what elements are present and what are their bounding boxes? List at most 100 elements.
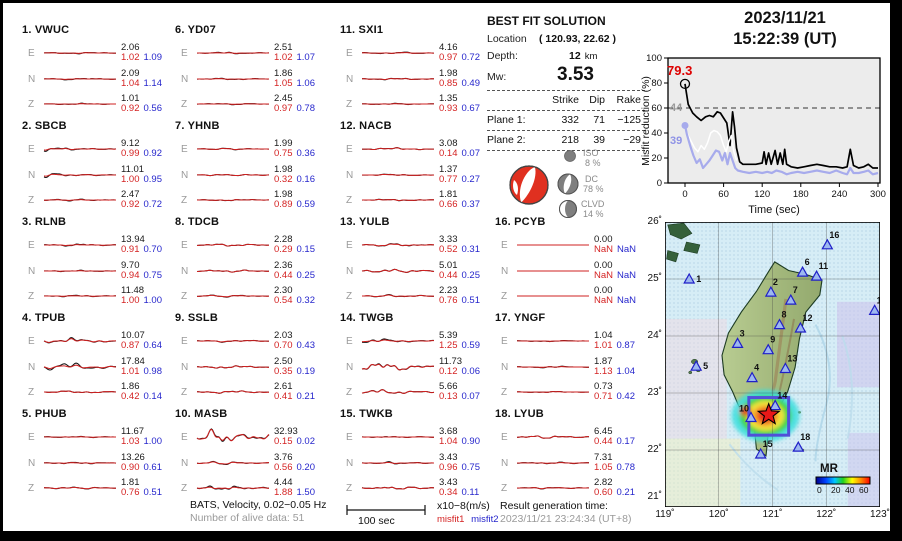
depth-unit: km bbox=[584, 51, 598, 62]
misfit2-value: 0.72 bbox=[143, 199, 163, 210]
misfit2-value: 1.00 bbox=[143, 295, 163, 306]
misfit1-value: 0.60 bbox=[594, 487, 613, 498]
series-best-solution bbox=[684, 83, 878, 169]
station-marker-1 bbox=[683, 272, 696, 284]
misfit2-value: 0.87 bbox=[616, 340, 636, 351]
amplitude-value: 3.43 bbox=[439, 451, 458, 463]
component-label: Z bbox=[28, 98, 35, 110]
depth-label: Depth: bbox=[487, 50, 518, 62]
misfit2-value: 1.09 bbox=[143, 52, 163, 63]
misfit2-value: NaN bbox=[617, 295, 637, 306]
waveform-trace bbox=[362, 173, 435, 176]
panel-title: BEST FIT SOLUTION bbox=[487, 14, 606, 28]
legend-title: MR bbox=[820, 463, 839, 475]
misfit1-value: 0.32 bbox=[274, 174, 293, 185]
station-marker-2 bbox=[764, 285, 777, 297]
misfit2-value: 0.27 bbox=[461, 174, 481, 185]
station-number-12: 12 bbox=[802, 313, 812, 323]
waveform-trace bbox=[361, 486, 435, 490]
map-lon-label: 122˚ bbox=[816, 509, 837, 520]
station-number-6: 6 bbox=[805, 257, 810, 267]
misfit2-value: 1.50 bbox=[296, 487, 316, 498]
waveform-trace bbox=[44, 269, 117, 273]
plane-table-header: Strike Dip Rake bbox=[552, 94, 641, 106]
component-label: E bbox=[346, 431, 353, 443]
amplitude-value: 0.73 bbox=[594, 380, 613, 392]
component-label: Z bbox=[28, 386, 35, 398]
misfit1-value: 0.15 bbox=[274, 436, 293, 447]
component-label: E bbox=[181, 431, 188, 443]
misfit1-value: 1.05 bbox=[274, 78, 293, 89]
misfit1-value: 1.13 bbox=[594, 366, 613, 377]
waveform-trace bbox=[517, 365, 589, 369]
map-lat-label: 22˚ bbox=[647, 444, 662, 455]
misfit2-value: 0.75 bbox=[461, 462, 481, 473]
amplitude-value: 13.94 bbox=[121, 233, 145, 245]
trace-values: 3.08 0.14 0.07 bbox=[439, 137, 480, 160]
svg-text:0: 0 bbox=[657, 178, 662, 189]
misfit2-value: 0.15 bbox=[296, 244, 316, 255]
amplitude-value: 17.84 bbox=[121, 355, 145, 367]
waveform-trace bbox=[361, 198, 434, 202]
component-label: N bbox=[346, 457, 354, 469]
trace-values: 2.28 0.29 0.15 bbox=[274, 234, 316, 256]
waveform-row-NACB-Z: Z 1.81 0.66 0.37 bbox=[346, 187, 480, 213]
misfit1-value: NaN bbox=[594, 244, 614, 255]
svg-text:0: 0 bbox=[817, 485, 822, 495]
amplitude-value: 1.81 bbox=[439, 188, 458, 200]
component-label: E bbox=[28, 431, 35, 443]
misfit1-value: 0.94 bbox=[121, 270, 140, 281]
best-marker bbox=[679, 78, 691, 90]
waveform-row-VWUC-N: N 2.09 1.04 1.14 bbox=[28, 66, 162, 92]
station-title: 15. TWKB bbox=[340, 408, 393, 420]
waveform-row-YULB-Z: Z 2.23 0.76 0.51 bbox=[346, 283, 480, 309]
misfit1-value: 0.56 bbox=[274, 462, 293, 473]
divider bbox=[487, 110, 645, 111]
component-label: N bbox=[181, 457, 189, 469]
amplitude-value: 3.08 bbox=[439, 137, 458, 149]
legend-colorbar bbox=[815, 476, 871, 485]
trace-values: 5.66 0.13 0.07 bbox=[439, 381, 480, 403]
map-lat-label: 24˚ bbox=[647, 330, 662, 341]
station-number-18: 18 bbox=[800, 432, 810, 442]
amplitude-value: 10.07 bbox=[121, 329, 145, 341]
component-label: Z bbox=[181, 290, 188, 302]
series-white-line bbox=[684, 127, 738, 161]
amplitude-value: 1.98 bbox=[274, 163, 293, 175]
misfit2-value: 1.04 bbox=[616, 366, 636, 377]
waveform-trace bbox=[44, 294, 116, 298]
iso-icon bbox=[564, 150, 576, 162]
trace-values: 1.01 0.92 0.56 bbox=[121, 93, 162, 115]
waveform-trace bbox=[517, 295, 589, 297]
waveform-trace bbox=[196, 460, 270, 466]
misfit2-value: 1.00 bbox=[143, 436, 163, 447]
waveform-row-TWKB-N: N 3.43 0.96 0.75 bbox=[346, 450, 480, 476]
waveform-row-TWKB-E: E 3.68 1.04 0.90 bbox=[346, 424, 480, 450]
plane1-row: Plane 1: 332 71 −125 bbox=[487, 114, 641, 126]
misfit2-value: 0.43 bbox=[296, 340, 316, 351]
component-label: Z bbox=[181, 194, 188, 206]
misfit2-value: 0.17 bbox=[616, 436, 636, 447]
amplitude-value: 2.36 bbox=[274, 259, 293, 271]
epicenter-star bbox=[756, 402, 781, 425]
station-number-11: 11 bbox=[819, 261, 829, 271]
component-label: Z bbox=[501, 290, 508, 302]
dc-pct: 78 % bbox=[583, 184, 604, 194]
component-label: N bbox=[501, 265, 509, 277]
station-block-YULB: 13. YULB E 3.33 0.52 0.31 N 5.01 0.44 0 bbox=[340, 216, 492, 310]
station-marker-4 bbox=[746, 371, 759, 383]
station-block-NACB: 12. NACB E 3.08 0.14 0.07 N 1.37 0.77 0 bbox=[340, 120, 492, 214]
svg-text:300: 300 bbox=[870, 189, 886, 200]
waveform-trace bbox=[196, 103, 269, 106]
amplitude-value: 2.51 bbox=[274, 41, 293, 53]
component-label: N bbox=[346, 73, 354, 85]
waveform-trace bbox=[517, 461, 589, 465]
map-lon-label: 120˚ bbox=[708, 509, 729, 520]
waveform-trace bbox=[361, 77, 434, 81]
waveform-row-YHNB-Z: Z 1.98 0.89 0.59 bbox=[181, 187, 315, 213]
component-label: E bbox=[346, 239, 353, 251]
misfit1-value: 0.97 bbox=[274, 103, 293, 114]
trace-values: 1.98 0.89 0.59 bbox=[274, 189, 315, 211]
x-axis-title: Time (sec) bbox=[748, 204, 800, 216]
